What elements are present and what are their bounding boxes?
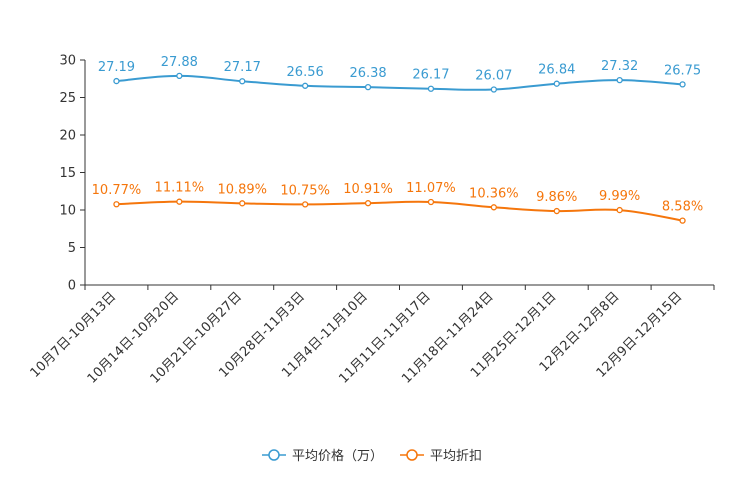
- axes: 05101520253010月7日-10月13日10月14日-10月20日10月…: [28, 54, 715, 387]
- y-tick-label: 20: [59, 129, 76, 144]
- data-point[interactable]: [553, 80, 560, 87]
- data-point[interactable]: [364, 84, 372, 91]
- data-point[interactable]: [176, 198, 183, 205]
- data-point[interactable]: [113, 77, 120, 85]
- y-tick-label: 25: [59, 91, 76, 106]
- data-label: 9.99%: [599, 189, 640, 204]
- data-point[interactable]: [301, 82, 309, 89]
- data-label: 10.89%: [217, 182, 267, 197]
- data-point[interactable]: [679, 81, 686, 88]
- data-point[interactable]: [679, 217, 686, 224]
- data-label: 26.38: [349, 66, 386, 81]
- data-point[interactable]: [490, 204, 498, 211]
- legend-label: 平均折扣: [430, 449, 482, 464]
- data-label: 10.75%: [280, 183, 330, 198]
- series-0: 27.19 27.88 27.17 26.56 26.38 26.17 26.07 26.84…: [98, 55, 701, 93]
- y-tick-label: 0: [68, 279, 76, 294]
- legend-label: 平均价格（万）: [292, 448, 383, 464]
- data-label: 26.75: [664, 63, 701, 78]
- y-tick-label: 15: [59, 166, 76, 181]
- data-point[interactable]: [301, 201, 309, 208]
- data-label: 11.11%: [155, 181, 205, 196]
- legend-item-1[interactable]: 平均折扣: [400, 449, 482, 464]
- legend-item-0[interactable]: 平均价格（万）: [262, 448, 383, 464]
- data-label: 27.32: [601, 59, 638, 74]
- series-layer: 27.19 27.88 27.17 26.56 26.38 26.17 26.07 26.84…: [92, 55, 703, 224]
- y-tick-label: 30: [59, 54, 76, 69]
- y-tick-label: 5: [68, 241, 76, 256]
- data-label: 26.56: [287, 65, 324, 80]
- data-point[interactable]: [427, 198, 435, 206]
- data-point[interactable]: [364, 200, 372, 207]
- y-tick-label: 10: [59, 204, 76, 219]
- data-point[interactable]: [490, 86, 498, 93]
- data-label: 27.19: [98, 60, 135, 75]
- data-label: 26.17: [412, 68, 449, 83]
- data-label: 9.86%: [536, 190, 577, 205]
- series-line: [116, 74, 683, 91]
- series-line: [116, 200, 683, 222]
- data-label: 26.07: [475, 68, 512, 83]
- data-point[interactable]: [239, 200, 246, 207]
- legend-marker-icon: [406, 449, 418, 461]
- data-point[interactable]: [113, 201, 120, 208]
- data-point[interactable]: [239, 78, 246, 85]
- data-point[interactable]: [553, 207, 560, 215]
- data-label: 10.77%: [92, 183, 142, 198]
- data-label: 27.88: [161, 55, 198, 70]
- data-label: 11.07%: [406, 181, 456, 196]
- legend-marker-icon: [268, 449, 280, 461]
- legend[interactable]: 平均价格（万） 平均折扣: [262, 448, 482, 464]
- data-label: 27.17: [224, 60, 261, 75]
- data-label: 8.58%: [662, 200, 703, 215]
- data-point[interactable]: [176, 72, 183, 80]
- data-label: 26.84: [538, 63, 575, 78]
- data-point[interactable]: [616, 76, 623, 84]
- series-1: 10.77% 11.11% 10.89% 10.75% 10.91% 11.07% 10.3…: [92, 181, 703, 224]
- data-label: 10.36%: [469, 186, 519, 201]
- data-point[interactable]: [427, 85, 435, 92]
- data-label: 10.91%: [343, 182, 393, 197]
- data-point[interactable]: [616, 206, 623, 214]
